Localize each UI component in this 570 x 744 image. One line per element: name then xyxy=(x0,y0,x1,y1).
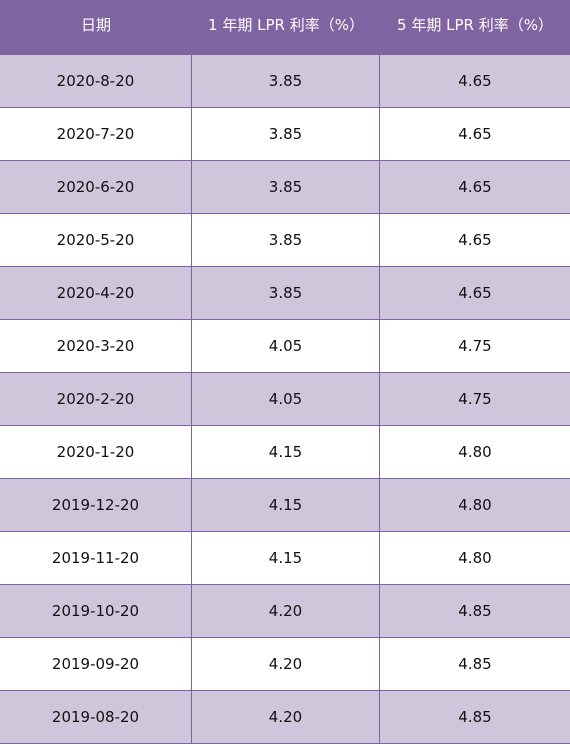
table-row: 2019-11-20 4.15 4.80 xyxy=(0,532,570,585)
cell-1y-lpr: 4.15 xyxy=(192,532,380,584)
cell-date: 2019-08-20 xyxy=(0,691,192,743)
cell-1y-lpr: 4.20 xyxy=(192,638,380,690)
cell-date: 2020-3-20 xyxy=(0,320,192,372)
cell-1y-lpr: 3.85 xyxy=(192,267,380,319)
cell-1y-lpr: 4.15 xyxy=(192,479,380,531)
cell-date: 2020-4-20 xyxy=(0,267,192,319)
cell-5y-lpr: 4.75 xyxy=(458,337,492,355)
table-row: 2019-09-20 4.20 4.85 xyxy=(0,638,570,691)
cell-5y-lpr: 4.65 xyxy=(458,231,492,249)
cell-1y-lpr: 3.85 xyxy=(192,161,380,213)
table-row: 2020-8-20 3.85 4.65 xyxy=(0,55,570,108)
cell-5y-lpr: 4.85 xyxy=(458,708,492,726)
cell-1y-lpr: 4.15 xyxy=(192,426,380,478)
table-row: 2020-1-20 4.15 4.80 xyxy=(0,426,570,479)
cell-1y-lpr: 4.05 xyxy=(192,373,380,425)
table-row: 2020-2-20 4.05 4.75 xyxy=(0,373,570,426)
table-row: 2020-3-20 4.05 4.75 xyxy=(0,320,570,373)
cell-date: 2019-11-20 xyxy=(0,532,192,584)
cell-5y-lpr: 4.65 xyxy=(458,178,492,196)
cell-date: 2020-7-20 xyxy=(0,108,192,160)
cell-date: 2019-09-20 xyxy=(0,638,192,690)
cell-date: 2019-10-20 xyxy=(0,585,192,637)
table-row: 2020-7-20 3.85 4.65 xyxy=(0,108,570,161)
cell-5y-lpr: 4.80 xyxy=(458,496,492,514)
cell-5y-lpr: 4.65 xyxy=(458,284,492,302)
cell-5y-lpr: 4.85 xyxy=(458,602,492,620)
cell-date: 2019-12-20 xyxy=(0,479,192,531)
table-row: 2019-12-20 4.15 4.80 xyxy=(0,479,570,532)
cell-date: 2020-2-20 xyxy=(0,373,192,425)
table-row: 2019-10-20 4.20 4.85 xyxy=(0,585,570,638)
cell-1y-lpr: 3.85 xyxy=(192,55,380,107)
table-row: 2020-5-20 3.85 4.65 xyxy=(0,214,570,267)
cell-1y-lpr: 3.85 xyxy=(192,214,380,266)
table-row: 2019-08-20 4.20 4.85 xyxy=(0,691,570,744)
cell-1y-lpr: 3.85 xyxy=(192,108,380,160)
cell-date: 2020-5-20 xyxy=(0,214,192,266)
cell-1y-lpr: 4.05 xyxy=(192,320,380,372)
cell-date: 2020-6-20 xyxy=(0,161,192,213)
cell-5y-lpr: 4.65 xyxy=(458,72,492,90)
header-date: 日期 xyxy=(80,15,111,34)
cell-5y-lpr: 4.80 xyxy=(458,549,492,567)
table-header: 日期 1 年期 LPR 利率（%） 5 年期 LPR 利率（%） xyxy=(0,0,570,55)
table-row: 2020-4-20 3.85 4.65 xyxy=(0,267,570,320)
cell-5y-lpr: 4.65 xyxy=(458,125,492,143)
cell-1y-lpr: 4.20 xyxy=(192,585,380,637)
cell-5y-lpr: 4.80 xyxy=(458,443,492,461)
header-1y-lpr: 1 年期 LPR 利率（%） xyxy=(208,15,364,34)
cell-date: 2020-8-20 xyxy=(0,55,192,107)
header-5y-lpr: 5 年期 LPR 利率（%） xyxy=(397,15,553,34)
table-row: 2020-6-20 3.85 4.65 xyxy=(0,161,570,214)
cell-5y-lpr: 4.85 xyxy=(458,655,492,673)
cell-5y-lpr: 4.75 xyxy=(458,390,492,408)
cell-1y-lpr: 4.20 xyxy=(192,691,380,743)
cell-date: 2020-1-20 xyxy=(0,426,192,478)
table-body: 2020-8-20 3.85 4.65 2020-7-20 3.85 4.65 … xyxy=(0,55,570,744)
